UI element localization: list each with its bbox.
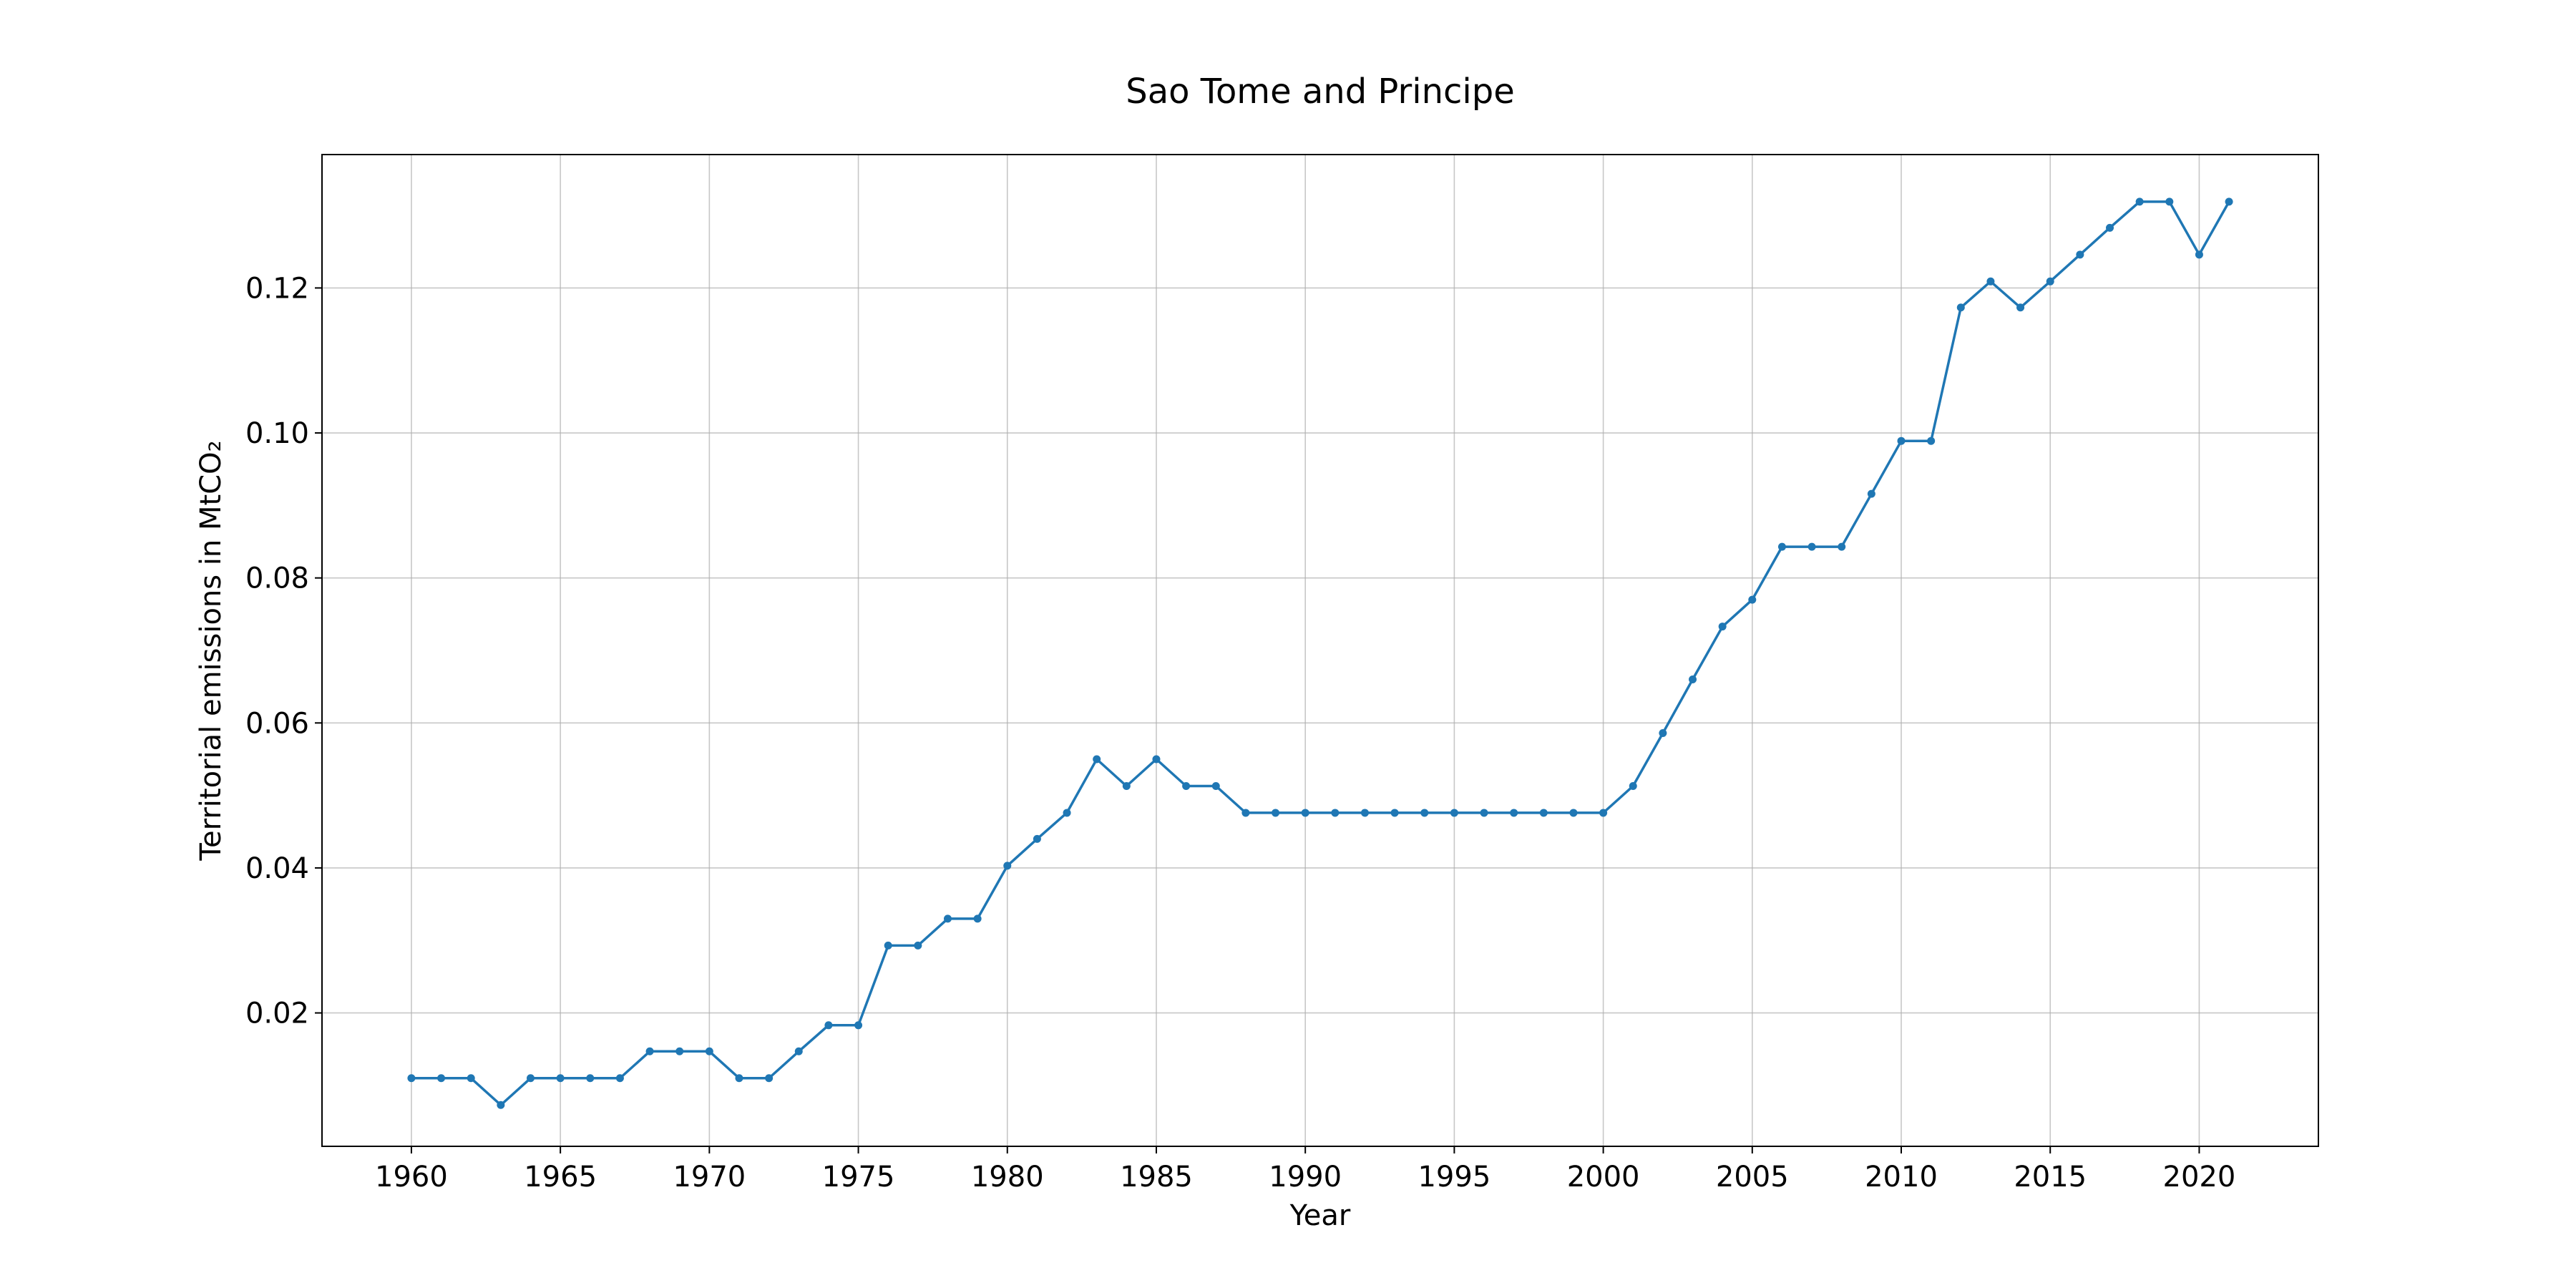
- y-tick-label: 0.10: [245, 417, 309, 450]
- data-point: [1122, 781, 1131, 790]
- data-point: [615, 1074, 624, 1083]
- data-point: [1241, 809, 1250, 817]
- data-point: [1986, 277, 1995, 286]
- data-point: [1629, 781, 1637, 790]
- data-point: [2165, 197, 2174, 206]
- data-point: [1689, 675, 1697, 684]
- data-point: [1152, 755, 1161, 763]
- x-tick-label: 1980: [971, 1161, 1044, 1194]
- data-point: [1927, 436, 1936, 445]
- data-point: [2076, 250, 2084, 259]
- data-point: [1956, 303, 1965, 312]
- x-tick-label: 1985: [1120, 1161, 1193, 1194]
- data-point: [1539, 809, 1548, 817]
- x-tick-label: 2010: [1865, 1161, 1938, 1194]
- chart-title: Sao Tome and Principe: [1126, 72, 1514, 112]
- data-point: [914, 941, 922, 950]
- y-tick-label: 0.04: [245, 852, 309, 885]
- y-axis-label: Territorial emissions in MtCO₂: [195, 440, 228, 861]
- data-point: [1748, 595, 1757, 604]
- x-tick-label: 1970: [673, 1161, 746, 1194]
- data-point: [765, 1074, 774, 1083]
- data-point: [2046, 277, 2054, 286]
- data-point: [407, 1074, 416, 1083]
- data-point: [1003, 862, 1012, 870]
- data-point: [1093, 755, 1101, 763]
- data-point: [824, 1021, 833, 1030]
- data-point: [1450, 809, 1458, 817]
- data-point: [794, 1047, 803, 1055]
- series-line: [411, 200, 2230, 1107]
- data-point: [1569, 809, 1578, 817]
- data-point: [2106, 223, 2114, 232]
- x-axis-label: Year: [1289, 1199, 1351, 1232]
- data-point: [586, 1074, 595, 1083]
- data-point: [884, 941, 892, 950]
- x-tick-label: 2020: [2163, 1161, 2236, 1194]
- x-tick-label: 1995: [1418, 1161, 1491, 1194]
- data-point: [1272, 809, 1280, 817]
- data-point: [1807, 542, 1816, 551]
- y-tick-label: 0.02: [245, 997, 309, 1030]
- data-point: [2135, 197, 2144, 206]
- data-point: [735, 1074, 743, 1083]
- data-point: [1033, 834, 1041, 843]
- data-point: [1838, 542, 1846, 551]
- data-point: [645, 1047, 654, 1055]
- data-point: [1063, 809, 1071, 817]
- data-point: [1599, 809, 1608, 817]
- data-point: [497, 1101, 505, 1109]
- x-tick-label: 2000: [1567, 1161, 1640, 1194]
- data-point: [1331, 809, 1340, 817]
- grid: [322, 155, 2318, 1146]
- data-point: [526, 1074, 535, 1083]
- data-points: [407, 197, 2233, 1109]
- data-point: [675, 1047, 684, 1055]
- data-point: [1182, 781, 1191, 790]
- y-tick-label: 0.12: [245, 272, 309, 305]
- data-point: [1777, 542, 1786, 551]
- data-point: [705, 1047, 713, 1055]
- data-point: [973, 914, 982, 923]
- data-point: [943, 914, 952, 923]
- y-tick-label: 0.06: [245, 707, 309, 740]
- data-point: [2225, 197, 2233, 206]
- x-axis: 1960 1965 1970 1975 1980 1985 1990 1995 2000 2005…: [375, 1146, 2235, 1194]
- data-point: [1867, 489, 1875, 498]
- x-tick-label: 1990: [1269, 1161, 1342, 1194]
- data-point: [2195, 250, 2203, 259]
- data-point: [1480, 809, 1488, 817]
- data-point: [1390, 809, 1399, 817]
- x-tick-label: 2005: [1716, 1161, 1789, 1194]
- data-point: [854, 1021, 863, 1030]
- x-tick-label: 1975: [822, 1161, 895, 1194]
- data-point: [1301, 809, 1309, 817]
- data-point: [1659, 729, 1667, 737]
- data-point: [467, 1074, 475, 1083]
- data-point: [1897, 436, 1906, 445]
- x-tick-label: 2015: [2014, 1161, 2087, 1194]
- y-axis: 0.02 0.04 0.06 0.08 0.10 0.12: [245, 272, 322, 1030]
- data-point: [1420, 809, 1429, 817]
- data-point: [2016, 303, 2025, 312]
- data-point: [1510, 809, 1518, 817]
- y-tick-label: 0.08: [245, 562, 309, 595]
- data-point: [1360, 809, 1369, 817]
- data-point: [1211, 781, 1220, 790]
- x-tick-label: 1960: [375, 1161, 448, 1194]
- plot-frame: [321, 154, 2319, 1147]
- x-tick-label: 1965: [524, 1161, 597, 1194]
- data-point: [556, 1074, 565, 1083]
- data-point: [437, 1074, 446, 1083]
- data-point: [1718, 623, 1727, 631]
